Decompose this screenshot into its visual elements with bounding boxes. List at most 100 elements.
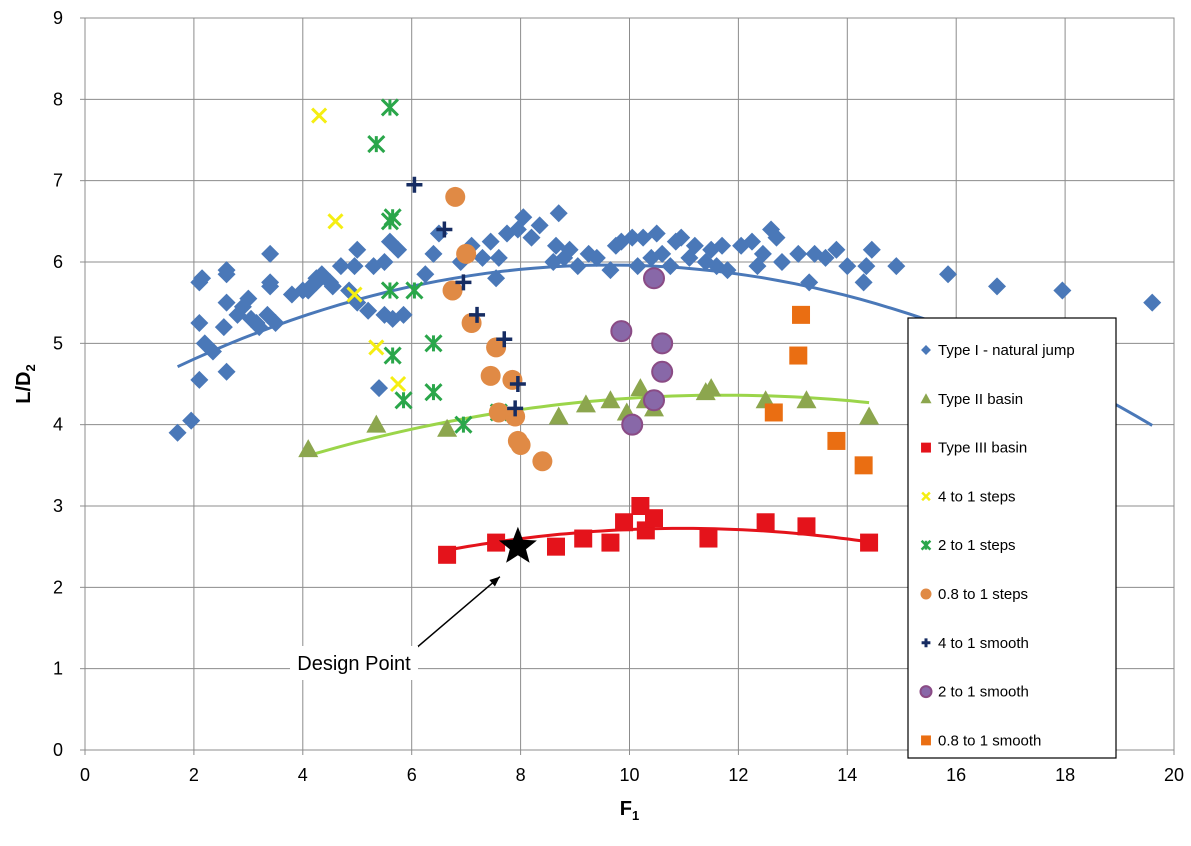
point-type-i-natural-jump — [634, 228, 653, 247]
x-tick-label: 0 — [80, 765, 90, 785]
point-type-ii-basin — [796, 390, 817, 409]
point-type-i-natural-jump — [489, 248, 508, 267]
point-type-ii-basin — [575, 394, 596, 413]
legend: Type I - natural jump Type II basin Type I… — [907, 317, 1117, 759]
point-type-i-natural-jump — [587, 248, 606, 267]
point-type-i-natural-jump — [685, 236, 704, 255]
y-axis-title-sub: 2 — [23, 364, 38, 371]
point-type-i-natural-jump — [767, 228, 786, 247]
point-type-i-natural-jump — [261, 244, 280, 263]
axis-labels: F1 L/D2 — [13, 364, 639, 823]
point-type-i-natural-jump — [718, 261, 737, 280]
legend-label-0-8-to-1-smooth: 0.8 to 1 smooth — [938, 732, 1041, 749]
legend-label-4-to-1-smooth: 4 to 1 smooth — [938, 635, 1029, 652]
legend-label-type-iii-basin: Type III basin — [938, 440, 1027, 457]
point-4-to-1-smooth — [496, 331, 513, 348]
y-axis-title-main: L/D — [13, 372, 35, 404]
x-tick-label: 8 — [516, 765, 526, 785]
point-type-ii-basin — [859, 406, 880, 425]
point-type-i-natural-jump — [370, 379, 389, 398]
point-2-to-1-steps — [383, 346, 402, 365]
point-type-i-natural-jump — [214, 318, 233, 337]
point-type-iii-basin — [601, 533, 620, 552]
point-2-to-1-steps — [405, 281, 424, 300]
design-point-star — [498, 526, 537, 563]
point-type-i-natural-jump — [862, 240, 881, 259]
point-2-to-1-steps — [394, 391, 413, 410]
point-type-i-natural-jump — [389, 240, 408, 259]
point-type-i-natural-jump — [331, 257, 350, 276]
point-type-i-natural-jump — [190, 314, 209, 332]
point-type-iii-basin — [438, 545, 457, 564]
point-0-8-to-1-smooth — [854, 456, 873, 475]
point-type-i-natural-jump — [1053, 281, 1072, 300]
point-2-to-1-steps — [380, 281, 399, 300]
point-2-to-1-steps — [424, 383, 443, 402]
point-type-i-natural-jump — [193, 269, 212, 288]
annotations: Design Point — [290, 526, 537, 680]
point-type-i-natural-jump — [424, 244, 443, 263]
y-axis-title: L/D2 — [13, 364, 38, 403]
point-0-8-to-1-steps — [532, 451, 553, 472]
point-type-iii-basin — [615, 513, 634, 532]
point-type-i-natural-jump — [261, 273, 280, 292]
y-tick-label: 8 — [53, 89, 63, 109]
point-type-ii-basin — [600, 390, 621, 409]
point-type-i-natural-jump — [647, 224, 666, 243]
x-tick-label: 12 — [728, 765, 748, 785]
point-type-i-natural-jump — [939, 265, 958, 284]
point-type-i-natural-jump — [789, 244, 808, 263]
point-type-i-natural-jump — [628, 257, 647, 276]
x-tick-label: 10 — [619, 765, 639, 785]
point-type-i-natural-jump — [217, 362, 236, 381]
point-type-i-natural-jump — [623, 228, 642, 247]
point-0-8-to-1-smooth — [764, 403, 783, 422]
point-type-i-natural-jump — [250, 318, 269, 337]
legend-label-0-8-to-1-steps: 0.8 to 1 steps — [938, 586, 1028, 603]
point-0-8-to-1-steps — [488, 402, 509, 423]
point-type-i-natural-jump — [772, 253, 791, 271]
legend-marker-0-8-to-1-steps — [920, 588, 932, 600]
point-type-i-natural-jump — [514, 208, 533, 227]
legend-label-4-to-1-steps: 4 to 1 steps — [938, 488, 1016, 505]
point-type-ii-basin — [366, 414, 387, 433]
point-type-ii-basin — [298, 439, 319, 458]
legend-label-type-i-natural-jump: Type I - natural jump — [938, 342, 1075, 359]
point-0-8-to-1-smooth — [827, 431, 846, 450]
point-type-i-natural-jump — [838, 257, 857, 276]
point-type-i-natural-jump — [887, 257, 906, 276]
legend-marker-4-to-1-smooth — [921, 638, 931, 648]
point-2-to-1-steps — [380, 98, 399, 117]
point-type-i-natural-jump — [394, 305, 413, 324]
point-4-to-1-steps — [311, 107, 328, 124]
point-type-i-natural-jump — [653, 244, 672, 263]
design-point-label: Design Point — [297, 653, 411, 675]
point-type-i-natural-jump — [473, 248, 492, 267]
point-type-i-natural-jump — [416, 265, 435, 284]
point-type-i-natural-jump — [359, 301, 378, 320]
point-4-to-1-steps — [346, 286, 363, 303]
point-type-i-natural-jump — [182, 411, 201, 430]
point-0-8-to-1-smooth — [792, 305, 811, 324]
point-type-i-natural-jump — [530, 216, 549, 235]
point-type-i-natural-jump — [857, 257, 876, 276]
point-type-i-natural-jump — [266, 314, 285, 332]
point-4-to-1-smooth — [436, 221, 453, 238]
point-type-iii-basin — [860, 533, 879, 552]
legend-box — [907, 317, 1117, 759]
point-4-to-1-smooth — [455, 274, 472, 291]
point-type-i-natural-jump — [345, 257, 364, 276]
legend-label-2-to-1-steps: 2 to 1 steps — [938, 537, 1016, 554]
point-2-to-1-smooth — [610, 320, 633, 343]
point-type-iii-basin — [631, 497, 650, 515]
point-type-i-natural-jump — [168, 423, 187, 442]
point-2-to-1-steps — [454, 415, 473, 434]
point-type-iii-basin — [487, 533, 506, 552]
point-type-i-natural-jump — [546, 236, 565, 255]
point-type-i-natural-jump — [988, 277, 1007, 296]
point-0-8-to-1-steps — [480, 365, 501, 386]
point-type-i-natural-jump — [1143, 293, 1162, 312]
point-4-to-1-steps — [327, 213, 344, 230]
